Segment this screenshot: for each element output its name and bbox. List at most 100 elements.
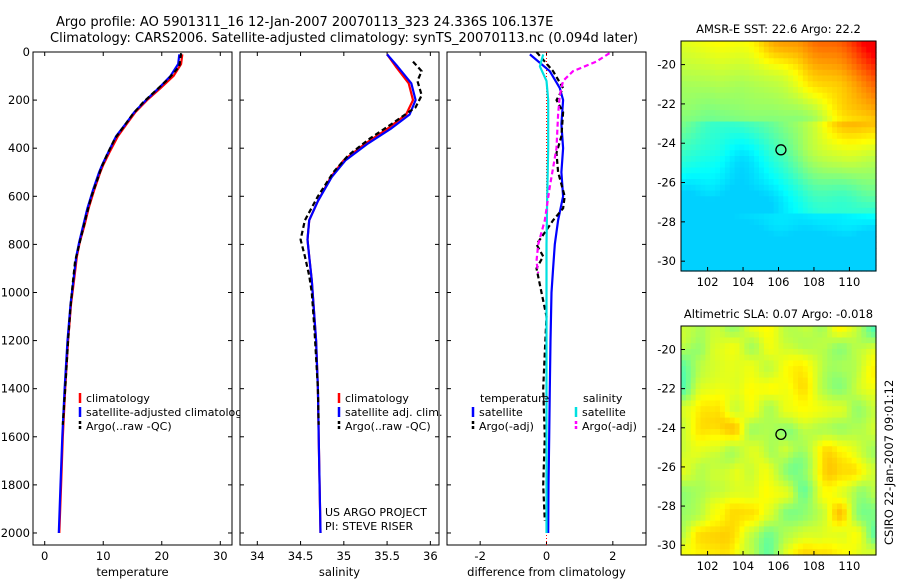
heatmap-cell	[778, 417, 784, 424]
heatmap-cell	[754, 537, 760, 545]
heatmap-cell	[827, 127, 833, 134]
heatmap-cell	[856, 492, 862, 499]
heatmap-cell	[832, 150, 838, 157]
heatmap-cell	[720, 360, 726, 367]
heatmap-cell	[734, 457, 741, 464]
heatmap-cell	[690, 366, 697, 373]
heatmap-cell	[715, 207, 721, 215]
heatmap-cell	[685, 41, 692, 48]
heatmap-cell	[759, 451, 765, 459]
heatmap-cell	[681, 41, 687, 48]
heatmap-cell	[851, 446, 858, 453]
heatmap-cell	[710, 173, 716, 180]
heatmap-cell	[734, 219, 741, 226]
heatmap-cell	[749, 337, 755, 344]
heatmap-cell	[763, 354, 770, 361]
heatmap-cell	[788, 451, 794, 459]
heatmap-cell	[778, 167, 784, 174]
heatmap-cell	[846, 388, 853, 396]
heatmap-cell	[817, 417, 823, 424]
heatmap-cell	[749, 225, 755, 232]
heatmap-cell	[802, 549, 809, 556]
heatmap-cell	[832, 46, 838, 54]
heatmap-cell	[715, 400, 721, 407]
heatmap-cell	[739, 411, 745, 419]
heatmap-cell	[822, 394, 828, 402]
heatmap-cell	[690, 81, 697, 88]
heatmap-cell	[734, 104, 741, 111]
heatmap-cell	[841, 46, 848, 54]
heatmap-cell	[817, 179, 823, 186]
heatmap-cell	[856, 121, 862, 128]
heatmap-cell	[749, 69, 755, 77]
heatmap-cell	[749, 549, 755, 556]
heatmap-cell	[871, 69, 877, 77]
heatmap-cell	[763, 248, 770, 255]
heatmap-cell	[700, 58, 706, 65]
heatmap-cell	[690, 423, 697, 430]
heatmap-cell	[681, 213, 687, 220]
heatmap-cell	[832, 366, 838, 373]
heatmap-cell	[851, 179, 858, 186]
heatmap-cell	[710, 207, 716, 215]
heatmap-cell	[822, 503, 828, 510]
heatmap-cell	[773, 265, 780, 272]
heatmap-cell	[817, 526, 823, 533]
x-axis-label: salinity	[319, 565, 360, 579]
heatmap-cell	[827, 326, 833, 333]
heatmap-cell	[724, 75, 731, 82]
heatmap-cell	[773, 509, 780, 516]
heatmap-cell	[695, 417, 702, 424]
heatmap-cell	[832, 371, 838, 379]
heatmap-cell	[744, 411, 750, 419]
heatmap-cell	[798, 423, 804, 430]
heatmap-cell	[724, 207, 731, 215]
heatmap-cell	[793, 429, 799, 436]
heatmap-cell	[788, 360, 794, 367]
heatmap-cell	[807, 348, 814, 356]
heatmap-cell	[802, 75, 809, 82]
heatmap-cell	[685, 138, 692, 146]
x-axis-label: difference from climatology	[467, 565, 626, 579]
heatmap-cell	[739, 253, 745, 261]
heatmap-cell	[793, 509, 799, 516]
heatmap-cell	[768, 400, 775, 407]
heatmap-cell	[846, 242, 853, 249]
heatmap-cell	[861, 549, 867, 556]
heatmap-cell	[695, 115, 702, 123]
heatmap-cell	[871, 474, 877, 482]
heatmap-cell	[798, 52, 804, 59]
heatmap-cell	[729, 219, 736, 226]
heatmap-cell	[851, 127, 858, 134]
heatmap-cell	[773, 110, 780, 117]
heatmap-cell	[841, 497, 848, 505]
heatmap-cell	[856, 161, 862, 169]
heatmap-cell	[739, 196, 745, 203]
heatmap-cell	[685, 326, 692, 333]
heatmap-cell	[856, 348, 862, 356]
heatmap-cell	[754, 190, 760, 197]
heatmap-cell	[822, 64, 828, 71]
heatmap-cell	[861, 406, 867, 413]
heatmap-cell	[734, 337, 741, 344]
heatmap-cell	[710, 167, 716, 174]
heatmap-cell	[841, 69, 848, 77]
heatmap-cell	[798, 64, 804, 71]
heatmap-cell	[827, 150, 833, 157]
heatmap-cell	[851, 98, 858, 105]
heatmap-cell	[763, 75, 770, 82]
heatmap-cell	[793, 41, 799, 48]
heatmap-cell	[710, 87, 716, 94]
heatmap-cell	[788, 173, 794, 180]
y-tick-label: 800	[8, 237, 30, 251]
heatmap-cell	[700, 179, 706, 186]
heatmap-cell	[754, 394, 760, 402]
heatmap-cell	[788, 190, 794, 197]
heatmap-cell	[724, 503, 731, 510]
heatmap-cell	[705, 337, 711, 344]
heatmap-cell	[861, 242, 867, 249]
heatmap-cell	[768, 150, 775, 157]
heatmap-cell	[715, 69, 721, 77]
heatmap-cell	[788, 417, 794, 424]
